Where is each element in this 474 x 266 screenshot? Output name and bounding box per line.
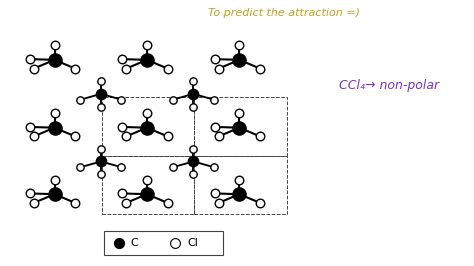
Point <box>30 134 37 139</box>
Point <box>190 172 197 176</box>
Point <box>26 191 34 196</box>
Point <box>72 134 79 139</box>
Point <box>77 98 84 102</box>
Point <box>190 105 197 109</box>
Point <box>236 43 243 47</box>
Point <box>211 57 219 61</box>
Point <box>256 201 264 205</box>
Point <box>30 201 37 205</box>
Point <box>143 177 151 182</box>
Point <box>190 92 197 96</box>
Point <box>172 241 179 246</box>
Point <box>210 165 218 169</box>
Point <box>143 43 151 47</box>
Point <box>236 111 243 115</box>
Bar <box>194 156 287 214</box>
Text: CCl₄→ non-polar: CCl₄→ non-polar <box>338 79 439 92</box>
Point <box>143 126 151 130</box>
Point <box>169 98 177 102</box>
Point <box>51 111 58 115</box>
Point <box>97 92 105 96</box>
Point <box>215 201 222 205</box>
Point <box>164 66 172 71</box>
Point <box>51 58 58 62</box>
Point <box>169 165 177 169</box>
Point <box>211 125 219 129</box>
Point <box>164 201 172 205</box>
Point <box>122 66 130 71</box>
Point <box>143 111 151 115</box>
Point <box>97 159 105 164</box>
Point <box>122 134 130 139</box>
Point <box>118 125 126 129</box>
Point <box>97 172 105 176</box>
Bar <box>104 231 223 255</box>
Point <box>51 192 58 196</box>
Point <box>115 241 122 246</box>
Text: Cl: Cl <box>187 238 198 248</box>
Point <box>72 66 79 71</box>
Point <box>190 159 197 164</box>
Point <box>51 126 58 130</box>
Point <box>190 79 197 83</box>
Text: To predict the attraction =): To predict the attraction =) <box>209 8 360 18</box>
Point <box>143 58 151 62</box>
Point <box>236 58 243 62</box>
Point <box>215 134 222 139</box>
Point <box>26 125 34 129</box>
Point <box>211 191 219 196</box>
Point <box>118 57 126 61</box>
Bar <box>194 97 287 156</box>
Point <box>30 66 37 71</box>
Point <box>97 147 105 151</box>
Point <box>122 201 130 205</box>
Point <box>164 134 172 139</box>
Point <box>256 134 264 139</box>
Point <box>26 57 34 61</box>
Bar <box>102 156 194 214</box>
Point <box>97 79 105 83</box>
Point <box>51 43 58 47</box>
Point <box>72 201 79 205</box>
Point <box>97 105 105 109</box>
Point <box>143 192 151 196</box>
Point <box>51 177 58 182</box>
Point <box>236 192 243 196</box>
Point <box>118 191 126 196</box>
Point <box>215 66 222 71</box>
Point <box>118 165 125 169</box>
Point <box>236 177 243 182</box>
Point <box>190 147 197 151</box>
Bar <box>102 97 194 156</box>
Point <box>256 66 264 71</box>
Point <box>236 126 243 130</box>
Point <box>210 98 218 102</box>
Point <box>118 98 125 102</box>
Point <box>77 165 84 169</box>
Text: C: C <box>130 238 138 248</box>
